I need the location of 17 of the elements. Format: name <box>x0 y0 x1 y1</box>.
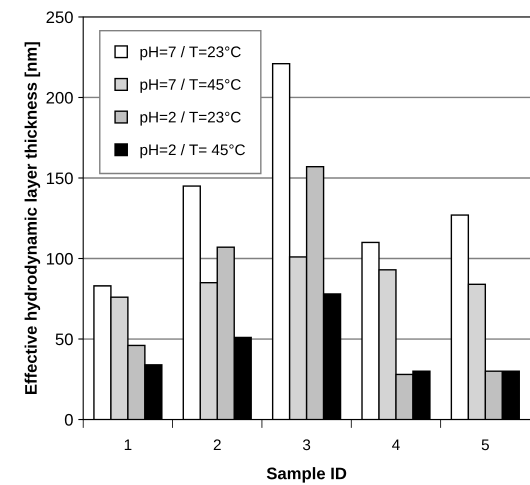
legend-label: pH=2 / T=23°C <box>140 111 241 126</box>
x-tick-label: 2 <box>214 439 221 450</box>
legend-label: pH=2 / T= 45°C <box>140 144 245 158</box>
y-tick-label: 100 <box>46 252 73 265</box>
x-tick-label: 5 <box>482 440 489 450</box>
y-axis-title: Effective hydrodynamic layer thickness [nm] <box>24 42 40 394</box>
x-axis-title: Sample ID <box>266 467 346 483</box>
x-tick-label: 3 <box>302 439 310 450</box>
y-tick-label: 250 <box>46 11 73 24</box>
y-tick-label: 0 <box>64 414 73 426</box>
legend-label: pH=7 / T=23°C <box>140 46 241 60</box>
y-tick-label: 50 <box>56 333 73 346</box>
x-tick-label: 4 <box>392 440 400 450</box>
x-tick-label: 1 <box>124 440 132 450</box>
y-tick-label: 200 <box>46 92 73 104</box>
y-tick-label: 150 <box>46 172 73 184</box>
legend-label: pH=7 / T=45°C <box>140 78 241 93</box>
